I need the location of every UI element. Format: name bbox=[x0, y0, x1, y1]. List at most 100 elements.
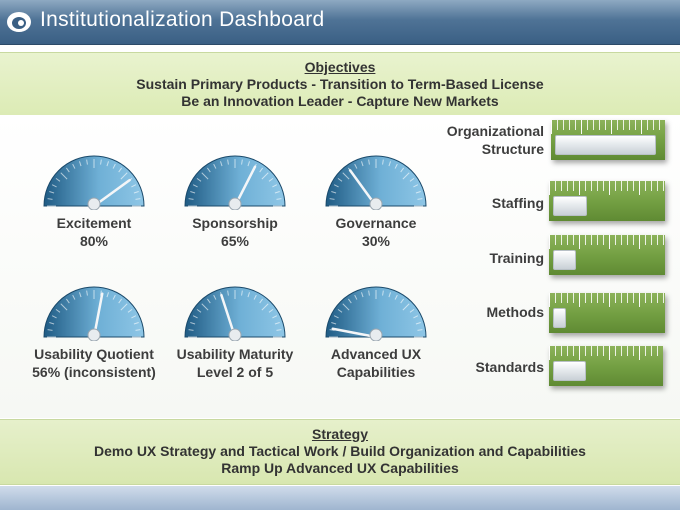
strategy-line: Ramp Up Advanced UX Capabilities bbox=[221, 460, 459, 476]
gauge-tick bbox=[354, 294, 358, 300]
gauge-tick bbox=[51, 315, 57, 319]
gauge-label: Advanced UX bbox=[330, 346, 422, 362]
gauge-tick bbox=[133, 322, 139, 325]
bar-fill bbox=[553, 361, 586, 381]
gauge-tick bbox=[133, 191, 139, 194]
gauge-tick bbox=[261, 172, 269, 180]
ruler-bar bbox=[549, 346, 663, 386]
gauge-tick bbox=[415, 322, 421, 325]
gauge-tick bbox=[276, 329, 282, 331]
bar-fill bbox=[553, 250, 576, 270]
gauge-tick bbox=[417, 198, 423, 200]
gauge-tick bbox=[60, 172, 68, 180]
gauge-tick bbox=[227, 159, 229, 165]
gauge-tick bbox=[65, 298, 70, 304]
gauge-governance: Governance 30% bbox=[301, 152, 451, 250]
gauge-tick bbox=[329, 198, 335, 200]
gauge-tick bbox=[268, 177, 274, 182]
gauge-tick bbox=[354, 163, 358, 169]
gauge-tick bbox=[49, 322, 55, 325]
gauge-tick bbox=[188, 198, 194, 200]
ruler-bar bbox=[551, 120, 665, 160]
gauge-tick bbox=[112, 294, 116, 300]
gauge-tick bbox=[331, 191, 337, 194]
gauge-tick bbox=[409, 308, 415, 313]
bar-fill bbox=[553, 308, 566, 328]
gauge-sponsorship: Sponsorship 65% bbox=[160, 152, 310, 250]
gauge-dial bbox=[184, 286, 286, 341]
gauge-tick bbox=[196, 177, 202, 182]
strategy-heading: Strategy bbox=[311, 426, 369, 442]
gauge-tick bbox=[417, 329, 423, 331]
gauge-tick bbox=[135, 329, 141, 331]
gauge-face bbox=[43, 155, 145, 207]
title-bar: Institutionalization Dashboard bbox=[0, 0, 680, 45]
gauge-dial bbox=[184, 155, 286, 210]
gauge-tick bbox=[188, 329, 194, 331]
gauge-tick bbox=[51, 184, 57, 188]
gauge-tick bbox=[361, 161, 364, 167]
gauge-label: Governance bbox=[335, 215, 417, 231]
gauge-tick bbox=[333, 184, 339, 188]
gauge-tick bbox=[131, 315, 137, 319]
gauge-label: Excitement bbox=[56, 215, 132, 231]
gauge-tick bbox=[329, 329, 335, 331]
gauge-tick bbox=[55, 177, 61, 182]
ruler-bar bbox=[549, 235, 665, 275]
gauge-advanced-ux: Advanced UX Capabilities bbox=[301, 283, 451, 381]
gauge-tick bbox=[118, 167, 123, 173]
gauge-hub bbox=[228, 328, 242, 341]
gauge-tick bbox=[368, 290, 370, 296]
gauge-tick bbox=[388, 292, 391, 298]
bar-fill bbox=[555, 135, 656, 155]
gauge-tick bbox=[274, 191, 280, 194]
bar-label: Training bbox=[489, 250, 544, 266]
gauge-tick bbox=[415, 191, 421, 194]
objective-line: Sustain Primary Products - Transition to… bbox=[136, 76, 544, 92]
gauge-tick bbox=[100, 159, 102, 165]
gauge-tick bbox=[201, 172, 209, 180]
gauge-tick bbox=[196, 308, 202, 313]
dashboard-body: Excitement 80% Sponsorship 65% Governance 30%… bbox=[0, 115, 680, 418]
gauge-tick bbox=[388, 161, 391, 167]
gauge-tick bbox=[206, 167, 211, 173]
strategy-panel: Strategy Demo UX Strategy and Tactical W… bbox=[0, 419, 680, 485]
gauge-tick bbox=[333, 315, 339, 319]
gauge-tick bbox=[247, 161, 250, 167]
gauge-tick bbox=[106, 292, 109, 298]
gauge-face bbox=[325, 155, 427, 207]
ruler-bar bbox=[549, 181, 665, 221]
gauge-tick bbox=[400, 167, 405, 173]
gauge-tick bbox=[382, 290, 384, 296]
gauge-tick bbox=[79, 292, 82, 298]
gauge-tick bbox=[274, 322, 280, 325]
gauge-tick bbox=[337, 308, 343, 313]
gauge-tick bbox=[206, 298, 211, 304]
gauge-value: 56% (inconsistent) bbox=[32, 364, 156, 380]
bar-label: Organizational Structure bbox=[446, 123, 544, 157]
page-title: Institutionalization Dashboard bbox=[40, 8, 325, 31]
strategy-line: Demo UX Strategy and Tactical Work / Bui… bbox=[94, 443, 586, 459]
gauge-tick bbox=[47, 329, 53, 331]
gauge-tick bbox=[259, 167, 264, 173]
gauge-tick bbox=[106, 161, 109, 167]
eye-logo-icon bbox=[7, 12, 31, 32]
gauge-tick bbox=[253, 294, 257, 300]
gauge-tick bbox=[65, 167, 70, 173]
gauge-label: Usability Maturity bbox=[176, 346, 294, 362]
gauge-tick bbox=[394, 163, 398, 169]
gauge-tick bbox=[192, 184, 198, 188]
gauge-tick bbox=[337, 177, 343, 182]
gauge-tick bbox=[268, 308, 274, 313]
gauge-tick bbox=[213, 294, 217, 300]
gauge-hub bbox=[369, 197, 383, 210]
gauge-tick bbox=[247, 292, 250, 298]
gauge-tick bbox=[402, 303, 410, 311]
gauge-tick bbox=[201, 303, 209, 311]
ruler-bar bbox=[549, 293, 665, 333]
gauge-tick bbox=[86, 290, 88, 296]
gauge-dial bbox=[43, 155, 145, 210]
gauge-hub bbox=[87, 197, 101, 210]
gauge-tick bbox=[190, 191, 196, 194]
gauge-tick bbox=[127, 308, 133, 313]
